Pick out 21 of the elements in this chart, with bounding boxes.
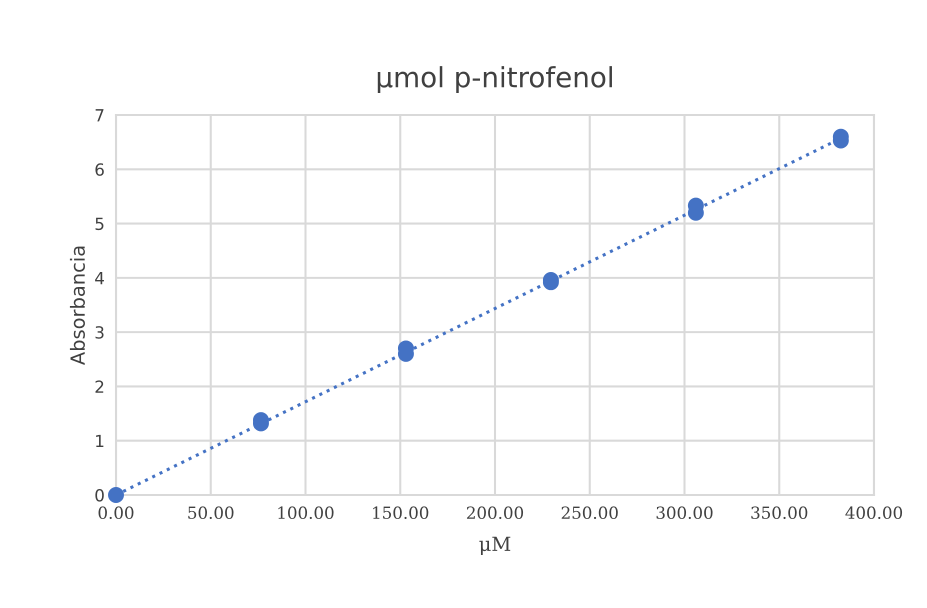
point [108,487,124,503]
y-tick-label: 7 [96,109,104,122]
y-tick-label: 0 [95,488,104,502]
x-tick-label: 0.00 [98,506,134,520]
x-tick-label: 50.00 [188,506,234,520]
x-tick-label: 100.00 [278,506,334,520]
y-tick-label: 6 [95,163,104,176]
y-tick-label: 1 [96,434,104,448]
y-tick-label: 5 [96,218,104,230]
y-tick-label: 4 [95,272,104,284]
x-tick-label: 350.00 [751,506,808,520]
y-tick-label: 3 [96,326,104,339]
x-tick-label: 150.00 [373,506,428,520]
x-tick-label: 250.00 [562,506,618,520]
chart-title: μmol p-nitrofenol [378,66,612,93]
y-axis-title: Absorbancia [70,246,85,365]
x-tick-label: 200.00 [466,506,524,520]
x-axis-title: μM [479,536,510,555]
y-tick-label: 2 [96,380,104,393]
x-tick-label: 400.00 [845,506,902,520]
x-tick-label: 300.00 [656,506,713,520]
